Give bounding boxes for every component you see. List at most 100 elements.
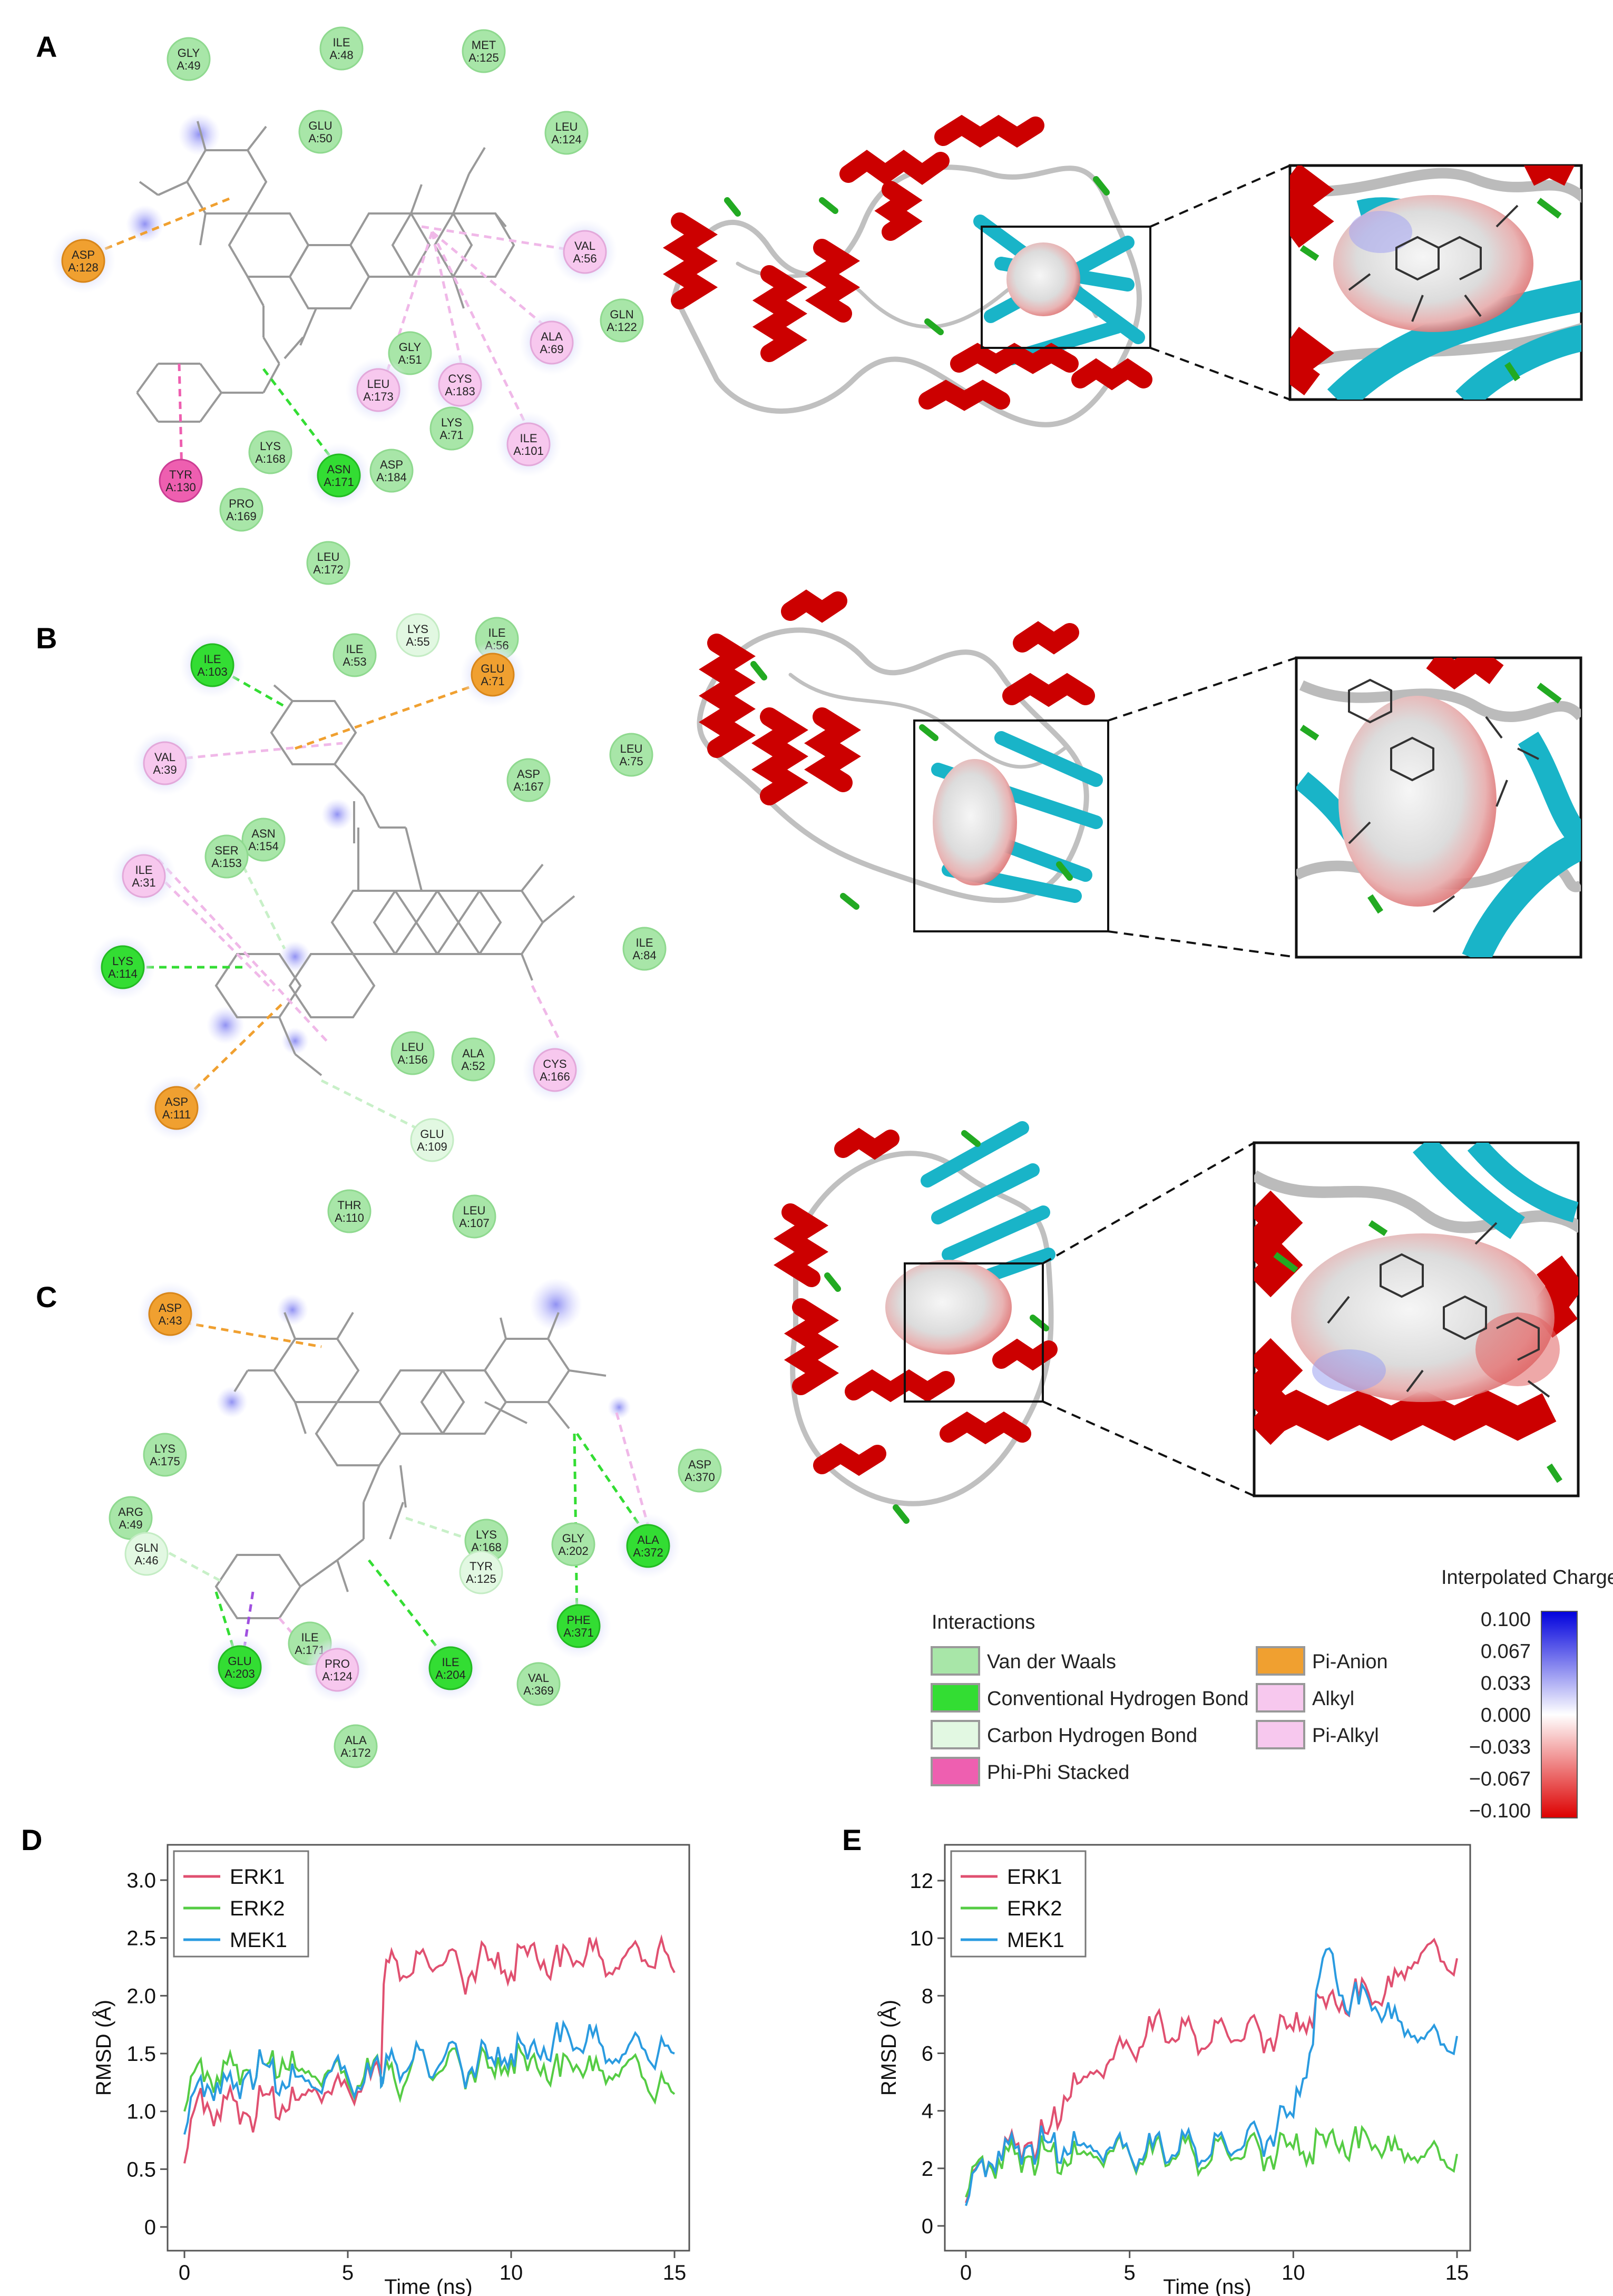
- residue-name: LEU: [620, 742, 643, 755]
- residue-disc: [530, 320, 574, 365]
- residue-disc: [678, 1448, 722, 1493]
- residue-name: ILE: [346, 643, 363, 656]
- panel-label-b: B: [36, 621, 57, 655]
- residue-disc: [388, 331, 432, 375]
- residue-name: CYS: [543, 1057, 566, 1071]
- rmsd-plot-e-ylabel: RMSD (Å): [877, 2000, 901, 2096]
- residue-name: MET: [472, 38, 496, 52]
- residue-disc: [241, 818, 286, 862]
- residue-number: A:48: [329, 48, 353, 62]
- residue-name: ASN: [251, 827, 275, 840]
- y-tick-label: 3.0: [126, 1869, 156, 1892]
- residue-name: ALA: [345, 1734, 367, 1747]
- residue-number: A:371: [563, 1626, 594, 1639]
- residue-number: A:128: [68, 261, 99, 274]
- residue-disc: [101, 945, 145, 989]
- residue-disc: [124, 1532, 169, 1576]
- y-tick-label: 0: [922, 2215, 933, 2238]
- residue-disc: [429, 406, 474, 451]
- residue-name: ARG: [118, 1505, 143, 1519]
- residue-name: ILE: [488, 626, 505, 639]
- series-line-erk2: [965, 2125, 1458, 2198]
- residue-disc: [551, 1522, 595, 1567]
- charge-tick-label: 0.000: [1481, 1705, 1531, 1727]
- residue-number: A:103: [197, 665, 228, 678]
- residue-number: A:184: [376, 471, 407, 484]
- charge-gradient-bar: [1541, 1611, 1578, 1818]
- residue-number: A:154: [248, 840, 279, 853]
- protein-structure-b: [697, 589, 1582, 959]
- residue-name: ILE: [301, 1631, 318, 1644]
- residue-name: GLN: [134, 1541, 158, 1554]
- residue-disc: [544, 111, 589, 155]
- residue-name: ASP: [688, 1458, 711, 1471]
- residue-disc: [563, 230, 607, 274]
- series-line-mek1: [965, 1947, 1458, 2206]
- legend-label: Van der Waals: [987, 1651, 1116, 1673]
- rmsd-plot-d-xlabel: Time (ns): [384, 2275, 472, 2296]
- residue-disc: [396, 613, 440, 657]
- residue-name: VAL: [528, 1671, 549, 1685]
- residue-disc: [626, 1524, 670, 1568]
- residue-disc: [190, 643, 234, 687]
- legend-item-carbon-hbond: Carbon Hydrogen Bond: [931, 1720, 1197, 1749]
- residue-number: A:71: [481, 675, 504, 688]
- y-tick-label: 12: [910, 1870, 934, 1893]
- residue-number: A:56: [573, 252, 597, 265]
- residue-disc: [506, 422, 551, 466]
- residue-disc: [556, 1604, 601, 1648]
- residue-disc: [600, 298, 644, 343]
- residue-number: A:173: [363, 390, 394, 403]
- residue-number: A:370: [685, 1471, 715, 1484]
- rmsd-plot-e-xlabel: Time (ns): [1163, 2275, 1251, 2296]
- residue-disc: [438, 363, 482, 407]
- residue-disc: [218, 1645, 262, 1689]
- residue-disc: [462, 29, 506, 73]
- residue-disc: [622, 927, 667, 971]
- residue-name: ILE: [203, 653, 221, 666]
- charge-scale-title: Interpolated Charge: [1441, 1567, 1613, 1589]
- residue-name: ASP: [517, 767, 540, 781]
- chart-legend-label-erk2: ERK2: [1007, 1897, 1062, 1920]
- residue-number: A:51: [398, 353, 422, 366]
- charge-tick-label: −0.067: [1469, 1768, 1531, 1791]
- residue-number: A:55: [406, 635, 429, 648]
- residue-number: A:183: [445, 385, 475, 398]
- residue-disc: [154, 1086, 199, 1130]
- panel-label-d: D: [21, 1823, 42, 1856]
- residue-name: LEU: [317, 550, 340, 563]
- residue-disc: [61, 239, 105, 283]
- legend-swatch: [931, 1720, 980, 1749]
- residue-number: A:168: [255, 452, 286, 465]
- rmsd-plot-d-ylabel: RMSD (Å): [92, 2000, 115, 2096]
- residue-name: GLU: [228, 1655, 251, 1668]
- residue-disc: [452, 1194, 496, 1239]
- residue-name: VAL: [154, 751, 175, 764]
- residue-name: ILE: [135, 863, 152, 877]
- residue-number: A:46: [134, 1554, 158, 1567]
- residue-name: ASP: [159, 1301, 182, 1315]
- residue-number: A:110: [335, 1211, 364, 1224]
- residue-name: ILE: [636, 936, 653, 949]
- residue-name: TYR: [470, 1560, 493, 1573]
- residue-disc: [159, 459, 203, 503]
- interactions-legend-title: Interactions: [932, 1611, 1035, 1633]
- residue-number: A:204: [435, 1668, 466, 1681]
